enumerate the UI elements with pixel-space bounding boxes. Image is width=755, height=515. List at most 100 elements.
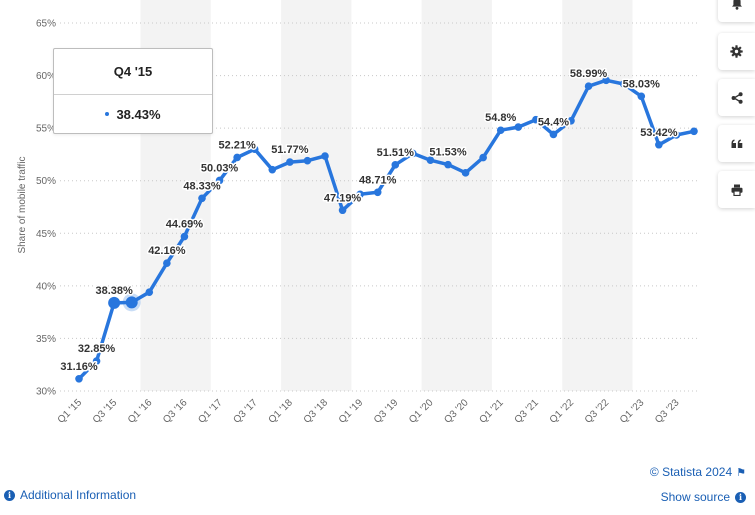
data-point[interactable] [321, 152, 329, 160]
x-tick-label: Q3 '22 [583, 397, 612, 426]
info-icon: i [4, 489, 15, 501]
gear-icon [730, 45, 743, 58]
tooltip-value: 38.43% [116, 106, 161, 122]
y-tick-label: 40% [36, 281, 56, 292]
data-point[interactable] [391, 161, 400, 169]
print-icon [731, 184, 742, 196]
x-tick-label: Q3 '21 [513, 397, 542, 426]
data-label: 44.69% [166, 219, 204, 231]
data-point[interactable] [426, 156, 435, 165]
flag-icon: ⚑ [736, 467, 746, 479]
data-label: 51.53% [429, 147, 467, 159]
x-tick-label: Q1 '18 [267, 397, 296, 426]
x-tick-label: Q1 '22 [548, 397, 577, 426]
data-point[interactable] [125, 296, 138, 309]
data-point[interactable] [250, 145, 259, 153]
y-tick-label: 30% [36, 387, 56, 398]
statista-credits[interactable]: © Statista 2024 ⚑ [650, 465, 746, 479]
credits-text: © Statista 2024 [649, 465, 733, 479]
tooltip-body: 38.43% [54, 95, 212, 133]
data-point[interactable] [479, 153, 487, 162]
data-point[interactable] [584, 82, 593, 90]
data-label: 48.33% [183, 180, 221, 192]
data-label: 32.85% [78, 343, 116, 355]
y-axis-ticks: 30% 35% 40% 45% 50% 55% 60% 65% [36, 19, 56, 398]
data-label: 54.8% [485, 112, 516, 124]
data-point[interactable] [514, 123, 523, 131]
y-tick-label: 45% [36, 229, 56, 240]
x-tick-label: Q1 '19 [337, 397, 366, 426]
x-tick-label: Q3 '15 [91, 397, 120, 426]
data-point[interactable] [672, 131, 681, 139]
data-point[interactable] [409, 149, 417, 158]
x-tick-label: Q1 '20 [407, 397, 436, 426]
data-label: 51.51% [377, 147, 415, 159]
print-button[interactable] [718, 171, 755, 208]
y-tick-label: 50% [36, 176, 56, 187]
data-label: 54.4% [538, 116, 569, 128]
data-point[interactable] [637, 92, 646, 101]
x-tick-label: Q3 '16 [161, 397, 190, 426]
data-label: 51.77% [271, 144, 309, 156]
data-point[interactable] [303, 156, 312, 165]
additional-information-label: Additional Information [20, 488, 137, 502]
tooltip-title: Q4 '15 [54, 49, 212, 95]
data-label: 52.21% [218, 139, 256, 151]
data-point[interactable] [180, 232, 189, 241]
data-point[interactable] [496, 126, 505, 135]
data-point[interactable] [338, 206, 347, 215]
data-label: 48.71% [359, 174, 397, 186]
data-label: 50.03% [201, 162, 239, 174]
cite-button[interactable] [718, 125, 755, 162]
gridlines [60, 22, 700, 392]
bell-icon [731, 0, 742, 10]
x-tick-label: Q3 '18 [302, 397, 331, 426]
series-points [75, 76, 698, 383]
share-button[interactable] [718, 79, 755, 116]
notification-button[interactable] [718, 0, 755, 22]
x-tick-label: Q1 '15 [56, 397, 85, 426]
show-source-label: Show source [660, 490, 730, 504]
data-label: 58.99% [570, 68, 608, 80]
data-label: 47.19% [324, 192, 362, 204]
y-tick-label: 35% [36, 334, 56, 345]
x-tick-label: Q3 '23 [653, 397, 682, 426]
data-label: 42.16% [148, 245, 186, 257]
data-point[interactable] [619, 80, 628, 88]
data-point[interactable] [356, 190, 364, 199]
data-point[interactable] [444, 160, 452, 169]
data-point[interactable] [268, 165, 277, 174]
y-tick-label: 65% [36, 19, 56, 30]
y-axis-title: Share of mobile traffic [17, 156, 28, 253]
data-point[interactable] [549, 130, 558, 139]
data-point[interactable] [92, 357, 101, 365]
data-point[interactable] [567, 116, 575, 125]
info-icon: i [735, 491, 746, 503]
data-point[interactable] [145, 288, 154, 296]
data-point[interactable] [75, 375, 83, 383]
data-point[interactable] [373, 188, 382, 197]
data-point[interactable] [198, 194, 206, 203]
x-axis-ticks: Q1 '15 Q3 '15 Q1 '16 Q3 '16 Q1 '17 Q3 '17 Q1 '… [56, 397, 682, 426]
quote-icon [731, 139, 742, 148]
data-label: 53.42% [640, 127, 678, 139]
data-point[interactable] [233, 153, 241, 162]
data-point[interactable] [163, 259, 171, 267]
data-point[interactable] [532, 115, 540, 124]
data-point[interactable] [690, 127, 698, 136]
tooltip-series-marker [105, 112, 110, 116]
tooltip: Q4 '15 38.43% [53, 48, 213, 134]
y-tick-label: 60% [36, 71, 56, 82]
show-source-link[interactable]: Show source i [661, 490, 746, 504]
y-tick-label: 55% [36, 124, 56, 135]
data-point[interactable] [108, 296, 121, 309]
x-tick-label: Q3 '19 [372, 397, 401, 426]
data-label: 38.38% [95, 285, 133, 297]
data-point[interactable] [655, 140, 663, 149]
data-point[interactable] [215, 176, 224, 185]
data-point[interactable] [286, 158, 294, 166]
data-point[interactable] [461, 169, 470, 177]
settings-button[interactable] [718, 33, 755, 70]
additional-information-link[interactable]: i Additional Information [4, 488, 136, 502]
data-point[interactable] [602, 76, 610, 85]
